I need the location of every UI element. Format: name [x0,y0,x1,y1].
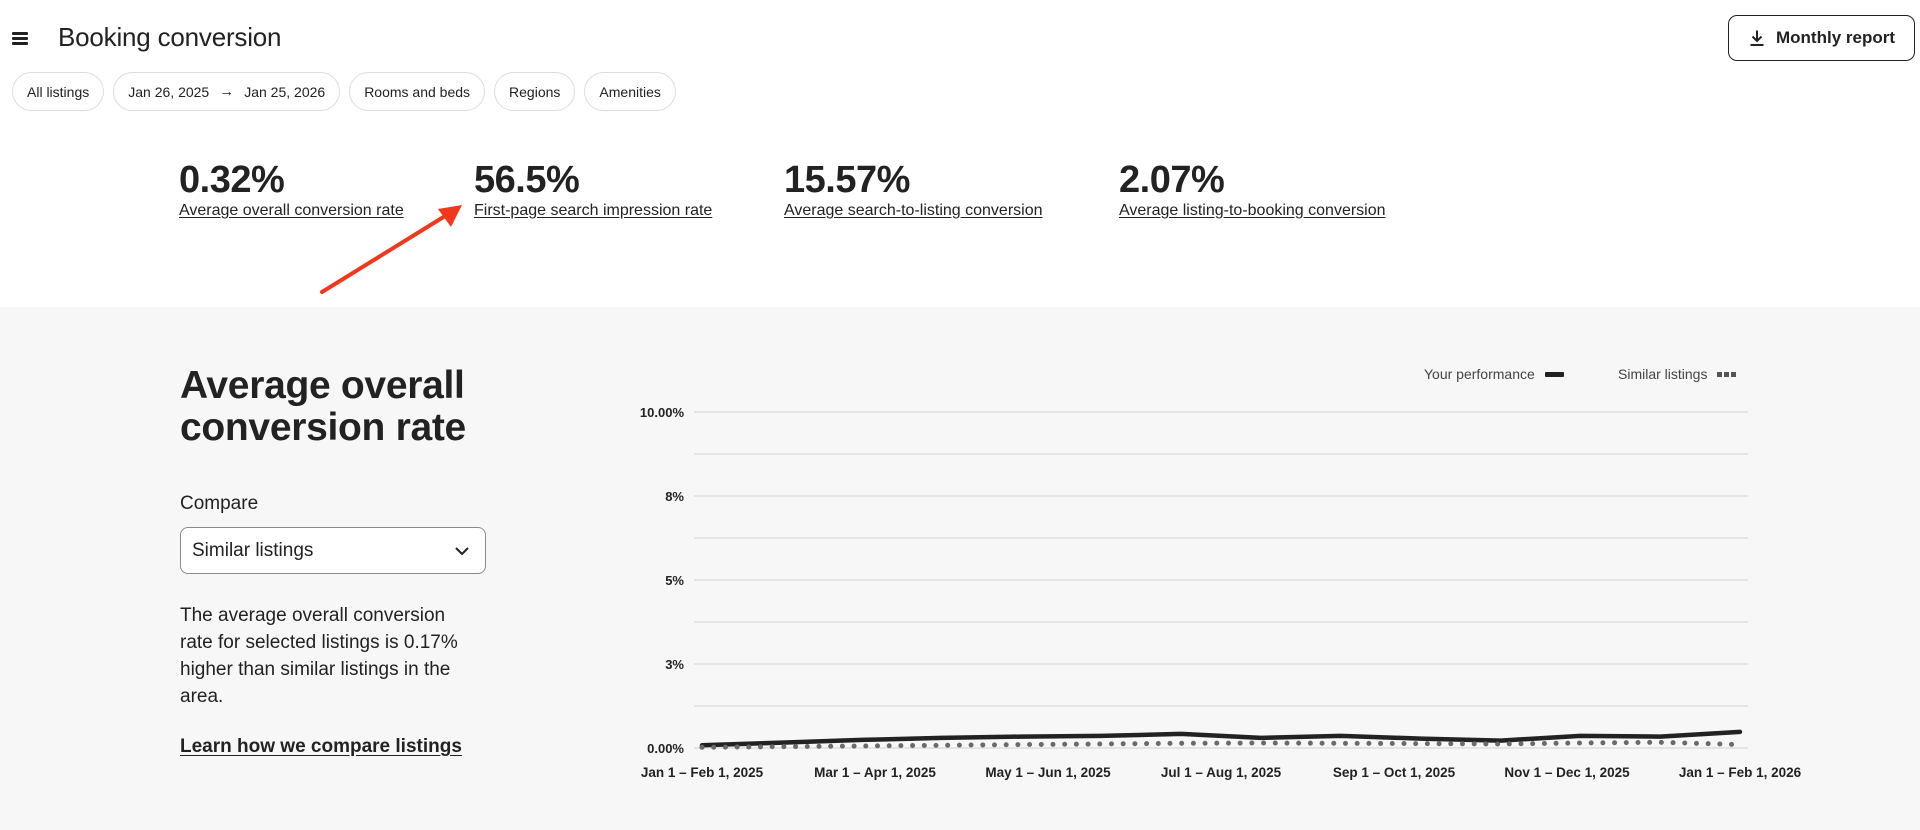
filter-label: Regions [509,83,561,100]
metric-label[interactable]: Average search-to-listing conversion [784,201,1043,219]
detail-description: The average overall conversion rate for … [180,605,458,707]
x-tick-label: May 1 – Jun 1, 2025 [985,765,1111,780]
y-tick-label: 3% [665,657,684,672]
detail-section: Average overall conversion rate Compare … [0,307,1920,830]
your-performance-line [699,729,1743,748]
learn-compare-link[interactable]: Learn how we compare listings [180,736,462,757]
filter-label: All listings [27,83,90,100]
similar-listings-line [699,739,1743,750]
metric-value: 2.07% [1119,159,1225,201]
compare-selected-value: Similar listings [192,539,314,561]
filter-date-range[interactable]: Jan 26, 2025 → Jan 25, 2026 [113,72,341,111]
filter-rooms-and-beds[interactable]: Rooms and beds [349,72,486,111]
chart-plot: 10.00% 8% 5% 3% 0.00% Jan 1 – Feb 1, 2025 Mar … [640,405,1802,780]
monthly-report-label: Monthly report [1776,28,1895,47]
metric-label[interactable]: First-page search impression rate [474,201,713,219]
metric-value: 56.5% [474,159,580,201]
metric-listing-to-booking[interactable]: 2.07% Average listing-to-booking convers… [1119,159,1386,220]
date-end: Jan 25, 2026 [244,83,326,100]
metrics-row: 0.32% Average overall conversion rate 56… [0,159,1920,240]
filter-regions[interactable]: Regions [494,72,576,111]
metric-overall-conversion[interactable]: 0.32% Average overall conversion rate [179,159,404,220]
metric-label[interactable]: Average overall conversion rate [179,201,404,219]
conversion-line-chart: Your performance Similar listings 10.00%… [0,307,1920,830]
compare-dropdown[interactable]: Similar listings [180,527,486,574]
y-tick-label: 0.00% [647,741,684,756]
y-tick-label: 5% [665,573,684,588]
y-tick-label: 8% [665,489,684,504]
chevron-down-icon [455,546,469,555]
x-tick-label: Nov 1 – Dec 1, 2025 [1504,765,1630,780]
compare-label: Compare [180,493,259,514]
download-icon [1750,30,1764,46]
x-tick-label: Jan 1 – Feb 1, 2025 [641,765,764,780]
filter-bar: All listings Jan 26, 2025 → Jan 25, 2026… [12,72,676,111]
detail-title: Average overall conversion rate [180,364,466,449]
metric-value: 0.32% [179,159,285,201]
metric-first-page-impression[interactable]: 56.5% First-page search impression rate [474,159,713,220]
filter-amenities[interactable]: Amenities [584,72,676,111]
x-tick-label: Mar 1 – Apr 1, 2025 [814,765,936,780]
y-tick-label: 10.00% [640,405,685,420]
page-title: Booking conversion [58,22,282,52]
metric-label[interactable]: Average listing-to-booking conversion [1119,201,1386,219]
x-tick-label: Jan 1 – Feb 1, 2026 [1679,765,1802,780]
filter-label: Rooms and beds [364,83,471,100]
metric-search-to-listing[interactable]: 15.57% Average search-to-listing convers… [784,159,1043,220]
monthly-report-button[interactable]: Monthly report [1728,15,1915,61]
filter-all-listings[interactable]: All listings [12,72,105,111]
filter-label: Amenities [599,83,661,100]
metric-value: 15.57% [784,159,910,201]
x-tick-label: Sep 1 – Oct 1, 2025 [1333,765,1456,780]
top-bar: Booking conversion Monthly report [0,0,1920,70]
detail-sidebar: Average overall conversion rate Compare … [180,365,500,758]
x-tick-label: Jul 1 – Aug 1, 2025 [1161,765,1282,780]
date-start: Jan 26, 2025 [128,83,210,100]
hamburger-menu-icon[interactable] [10,28,32,50]
arrow-right-icon: → [219,83,235,100]
